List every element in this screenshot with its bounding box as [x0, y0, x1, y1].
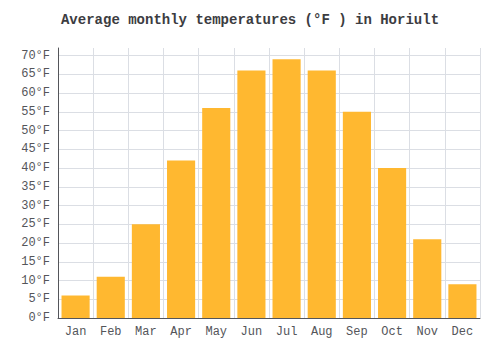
svg-text:60°F: 60°F: [21, 86, 50, 100]
svg-text:30°F: 30°F: [21, 199, 50, 213]
svg-text:Jul: Jul: [276, 325, 298, 339]
svg-text:55°F: 55°F: [21, 105, 50, 119]
svg-text:Nov: Nov: [416, 325, 438, 339]
svg-text:25°F: 25°F: [21, 217, 50, 231]
svg-text:Jan: Jan: [65, 325, 87, 339]
svg-text:65°F: 65°F: [21, 67, 50, 81]
svg-text:5°F: 5°F: [28, 292, 50, 306]
svg-text:15°F: 15°F: [21, 255, 50, 269]
svg-text:45°F: 45°F: [21, 142, 50, 156]
svg-text:70°F: 70°F: [21, 49, 50, 63]
svg-text:Oct: Oct: [381, 325, 403, 339]
svg-text:Average monthly temperatures (: Average monthly temperatures (°F ) in Ho…: [61, 12, 439, 28]
svg-text:0°F: 0°F: [28, 311, 50, 325]
svg-text:50°F: 50°F: [21, 124, 50, 138]
svg-text:40°F: 40°F: [21, 161, 50, 175]
svg-text:Apr: Apr: [170, 325, 192, 339]
svg-text:Feb: Feb: [100, 325, 122, 339]
svg-text:35°F: 35°F: [21, 180, 50, 194]
svg-text:Mar: Mar: [135, 325, 157, 339]
svg-text:Sep: Sep: [346, 325, 368, 339]
svg-text:Jun: Jun: [241, 325, 263, 339]
svg-text:May: May: [205, 325, 227, 339]
svg-text:20°F: 20°F: [21, 236, 50, 250]
svg-text:Dec: Dec: [452, 325, 474, 339]
svg-text:10°F: 10°F: [21, 274, 50, 288]
svg-text:Aug: Aug: [311, 325, 333, 339]
